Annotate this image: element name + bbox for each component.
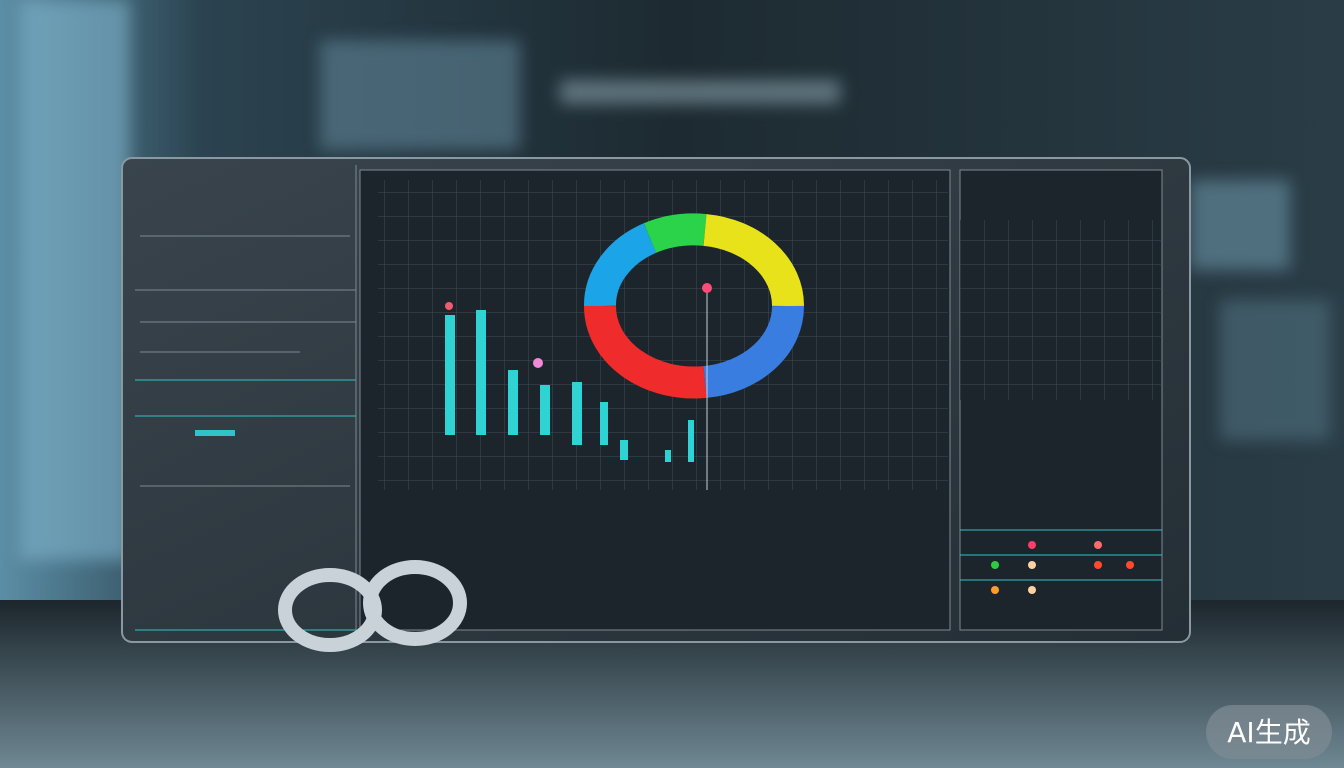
blurred-windows bbox=[20, 0, 1330, 560]
watermark: AI生成 bbox=[1227, 716, 1310, 749]
marker bbox=[533, 358, 543, 368]
table-lines bbox=[960, 529, 1162, 581]
right-grid bbox=[960, 220, 1162, 400]
marker bbox=[445, 302, 453, 310]
status-dots bbox=[991, 541, 1134, 594]
chain bbox=[278, 560, 467, 652]
bars bbox=[445, 310, 694, 462]
donut bbox=[583, 213, 805, 399]
sidebar bbox=[135, 165, 357, 636]
marker bbox=[702, 283, 712, 293]
watermark-badge bbox=[1206, 705, 1332, 759]
